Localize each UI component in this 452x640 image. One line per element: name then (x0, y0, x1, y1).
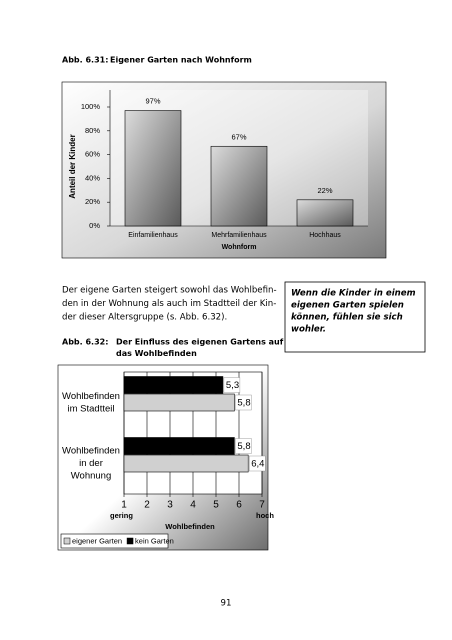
x-axis-label: Wohnform (222, 244, 257, 251)
x-tick-label: 2 (144, 500, 150, 511)
value-label: 22% (317, 186, 332, 195)
y-tick-label: Wohnung (71, 471, 112, 482)
value-label-box (235, 394, 252, 411)
x-tick-label: Mehrfamilienhaus (211, 232, 267, 239)
caption: Abb. 6.31: (62, 56, 108, 65)
legend-swatch (63, 537, 71, 545)
y-tick-label: Wohlbefinden (62, 446, 120, 457)
y-tick-label: 100% (81, 102, 101, 111)
value-label: 5,8 (237, 398, 250, 409)
x-tick-label: 7 (259, 500, 265, 511)
y-tick-label: 0% (89, 221, 100, 230)
sidebar-text: können, fühlen sie sich (291, 313, 403, 323)
y-tick-label: 40% (85, 173, 100, 182)
chart-title: Der Einfluss des eigenen Gartens auf (116, 338, 284, 347)
axis-low-label: gering (110, 511, 133, 520)
y-tick-label: im Stadtteil (68, 403, 115, 414)
sidebar-text: wohler. (291, 325, 326, 335)
bar (210, 145, 268, 227)
value-label: 6,4 (251, 459, 264, 470)
y-tick-label: in der (79, 458, 103, 469)
sidebar-text: eigenen Garten spielen (291, 301, 404, 311)
bar (123, 376, 224, 394)
body-text: der dieser Altersgruppe (s. Abb. 6.32). (62, 313, 227, 323)
value-label: 67% (231, 132, 246, 141)
x-tick-label: Hochhaus (309, 232, 341, 239)
x-tick-label: 6 (236, 500, 242, 511)
x-tick-label: 4 (190, 500, 196, 511)
chart-title: Eigener Garten nach Wohnform (110, 56, 252, 65)
bar (124, 110, 182, 227)
bar (123, 393, 235, 412)
body-text: Der eigene Garten steigert sowohl das Wo… (62, 286, 277, 296)
value-label: 5,8 (237, 441, 250, 452)
value-label-box (235, 438, 252, 454)
legend-box (60, 533, 169, 549)
sidebar-box (284, 281, 426, 353)
y-tick-label: Wohlbefinden (62, 391, 120, 402)
y-tick-label: 80% (85, 126, 100, 135)
value-label-box (223, 377, 241, 393)
x-tick-label: Einfamilienhaus (128, 232, 178, 239)
x-tick-label: 1 (121, 500, 127, 511)
bar (296, 199, 354, 227)
axis-high-label: hoch (256, 511, 274, 520)
caption: Abb. 6.32: (62, 338, 108, 347)
value-label-box (248, 455, 266, 472)
legend-label: eigener Garten (72, 536, 122, 545)
value-label: 97% (145, 97, 160, 106)
bar (123, 454, 249, 473)
value-label: 5,3 (226, 380, 239, 391)
y-axis-label: Anteil der Kinder (68, 134, 77, 198)
bar (123, 437, 235, 455)
page-number: 91 (221, 599, 232, 609)
sidebar-text: Wenn die Kinder in einem (291, 289, 416, 299)
chart-title: das Wohlbefinden (116, 349, 197, 358)
x-tick-label: 3 (167, 500, 173, 511)
y-tick-label: 60% (85, 150, 100, 159)
x-tick-label: 5 (213, 500, 219, 511)
body-text: den in der Wohnung als auch im Stadtteil… (62, 299, 276, 309)
y-tick-label: 20% (85, 197, 100, 206)
legend-swatch (126, 537, 134, 545)
x-axis-label: Wohlbefinden (165, 522, 215, 531)
legend-label: kein Garten (135, 536, 174, 545)
